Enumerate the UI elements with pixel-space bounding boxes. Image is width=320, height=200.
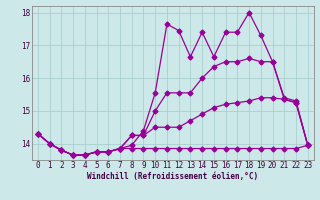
X-axis label: Windchill (Refroidissement éolien,°C): Windchill (Refroidissement éolien,°C) [87, 172, 258, 181]
